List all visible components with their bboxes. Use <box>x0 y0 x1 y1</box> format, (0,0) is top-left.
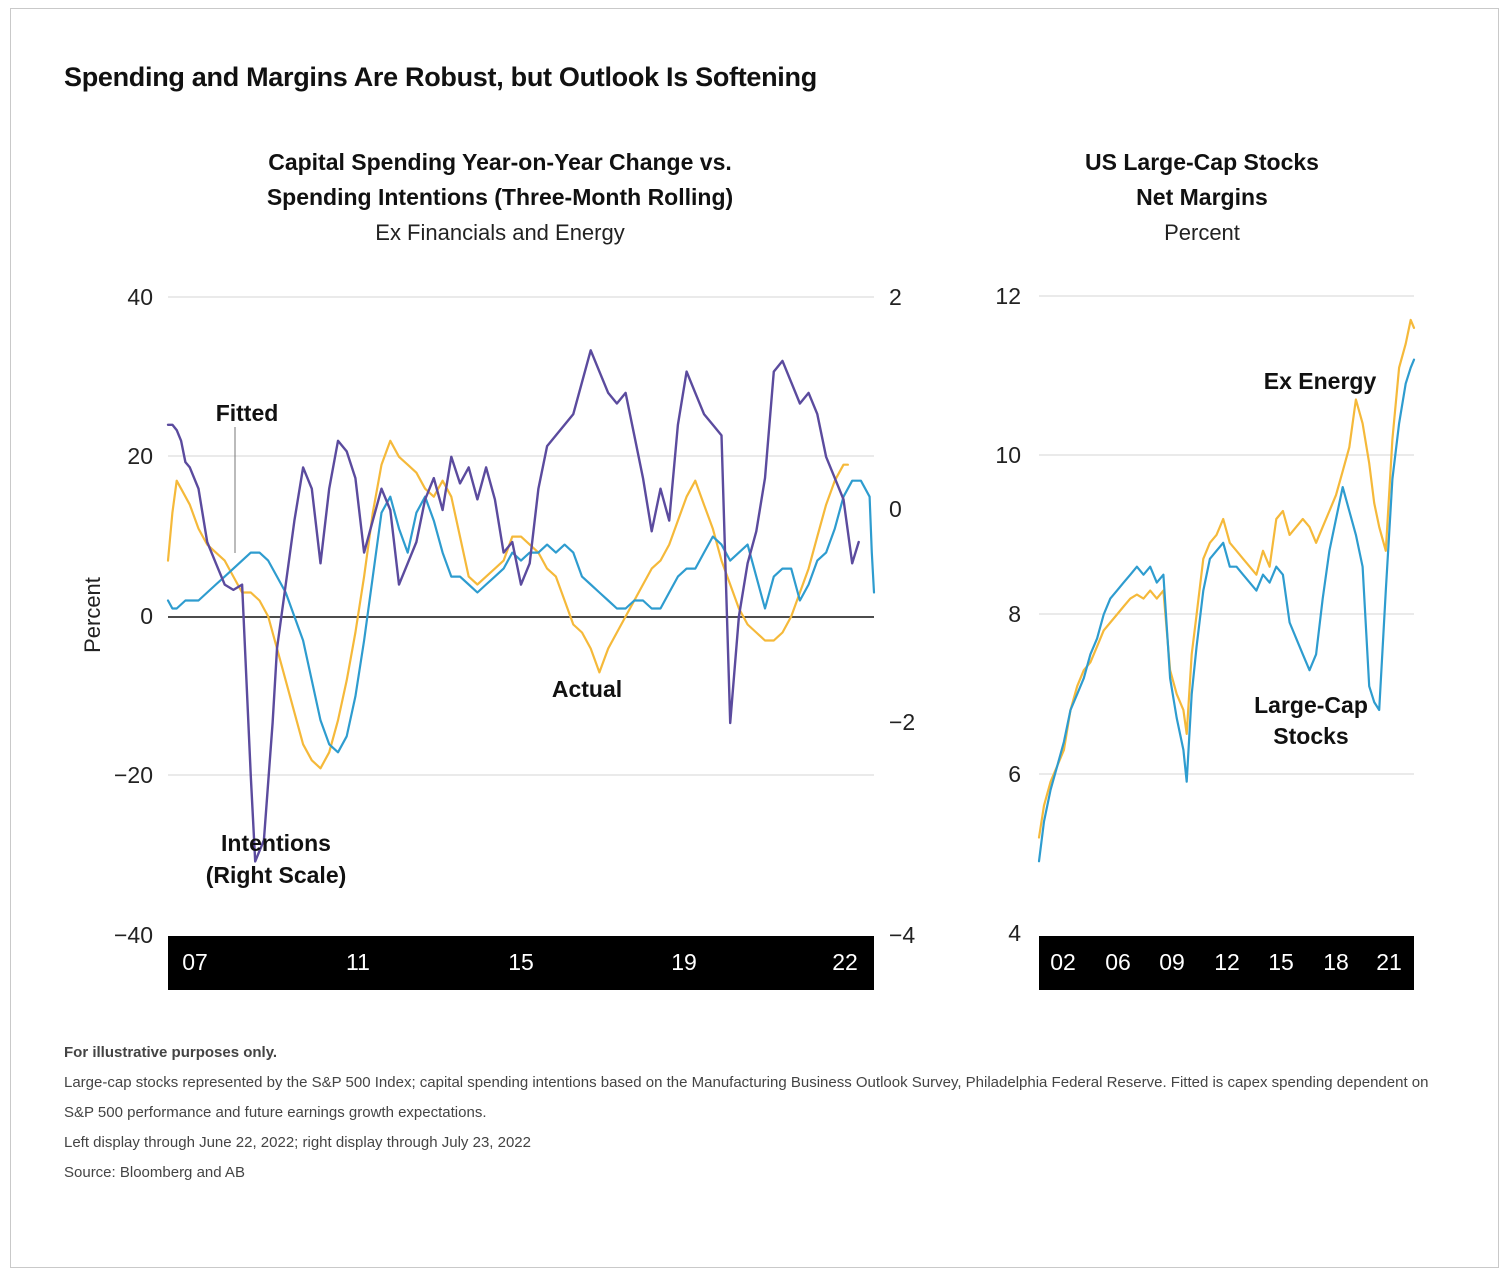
left-series-layer <box>166 349 876 863</box>
charts-canvas: Capital Spending Year-on-Year Change vs.… <box>80 149 1416 990</box>
intentions-annotation-line2: (Right Scale) <box>206 862 347 888</box>
right-xaxis-band <box>1039 936 1414 990</box>
left-chart-title-line2: Spending Intentions (Three-Month Rolling… <box>267 184 733 210</box>
left-xtick-15: 15 <box>508 949 534 975</box>
footnote-source: Source: Bloomberg and AB <box>64 1164 245 1181</box>
right-chart-title-line2: Net Margins <box>1136 184 1268 210</box>
left-xtick-07: 07 <box>182 949 208 975</box>
right-ytick-0: 0 <box>889 496 902 522</box>
right-series-layer <box>1037 318 1416 863</box>
left-xtick-11: 11 <box>346 949 370 975</box>
right-chart-title-line1: US Large-Cap Stocks <box>1085 149 1319 175</box>
left-ytick-minus20: −20 <box>114 762 153 788</box>
footnote-definitions: Large-cap stocks represented by the S&P … <box>64 1074 1429 1121</box>
large-cap-annotation-line2: Stocks <box>1273 723 1348 749</box>
actual-annotation: Actual <box>552 676 622 702</box>
right-xtick-12: 12 <box>1214 949 1240 975</box>
intentions-annotation-line1: Intentions <box>221 830 331 856</box>
right-xtick-15: 15 <box>1268 949 1294 975</box>
left-xtick-19: 19 <box>671 949 697 975</box>
footnote-display-dates: Left display through June 22, 2022; righ… <box>64 1134 531 1151</box>
left-xaxis-band <box>168 936 874 990</box>
right-chart-subtitle: Percent <box>1164 220 1240 245</box>
chart-frame <box>10 8 1499 1268</box>
fitted-annotation: Fitted <box>216 400 279 426</box>
right-chart: US Large-Cap Stocks Net Margins Percent … <box>995 149 1416 990</box>
right-ytick-2: 2 <box>889 284 902 310</box>
right-ytick-minus2: −2 <box>889 709 915 735</box>
page-title: Spending and Margins Are Robust, but Out… <box>64 62 817 92</box>
margins-ytick-12: 12 <box>995 283 1021 309</box>
fitted-line <box>166 479 876 754</box>
left-chart: Capital Spending Year-on-Year Change vs.… <box>80 149 915 990</box>
right-xtick-21: 21 <box>1376 949 1402 975</box>
footnotes: For illustrative purposes only. Large-ca… <box>64 1038 1444 1188</box>
actual-line <box>166 439 849 770</box>
margins-ytick-4: 4 <box>1008 920 1021 946</box>
right-xtick-02: 02 <box>1050 949 1076 975</box>
right-gridlines <box>1039 295 1414 775</box>
intentions-line <box>166 349 860 863</box>
right-xtick-09: 09 <box>1159 949 1185 975</box>
left-ylabel: Percent <box>80 577 105 653</box>
left-ytick-0: 0 <box>140 603 153 629</box>
left-xtick-22: 22 <box>832 949 858 975</box>
left-ytick-minus40: −40 <box>114 922 153 948</box>
margins-ytick-8: 8 <box>1008 601 1021 627</box>
large-cap-annotation-line1: Large-Cap <box>1254 692 1368 718</box>
left-chart-subtitle: Ex Financials and Energy <box>375 220 624 245</box>
right-ytick-minus4: −4 <box>889 922 915 948</box>
left-ytick-20: 20 <box>127 443 153 469</box>
right-xtick-18: 18 <box>1323 949 1349 975</box>
ex-energy-line <box>1037 318 1416 839</box>
right-xtick-06: 06 <box>1105 949 1131 975</box>
left-chart-title-line1: Capital Spending Year-on-Year Change vs. <box>268 149 732 175</box>
left-ytick-40: 40 <box>127 284 153 310</box>
margins-ytick-10: 10 <box>995 442 1021 468</box>
illustrative-note: For illustrative purposes only. <box>64 1044 278 1061</box>
margins-ytick-6: 6 <box>1008 761 1021 787</box>
ex-energy-annotation: Ex Energy <box>1264 368 1377 394</box>
left-gridlines <box>168 296 874 776</box>
large-cap-line <box>1037 358 1416 863</box>
